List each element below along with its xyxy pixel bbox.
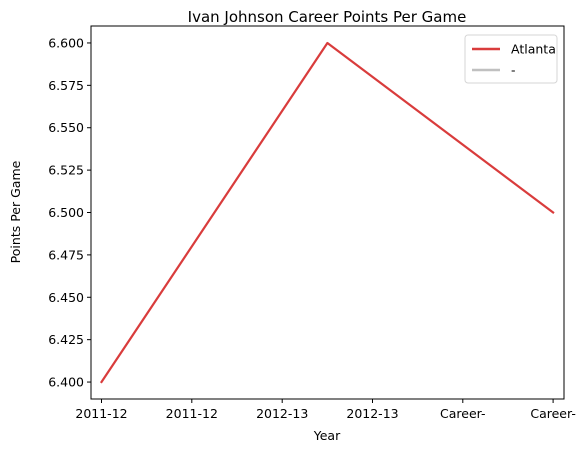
x-tick-label: Career- [440, 406, 485, 421]
x-tick-label: 2012-13 [346, 406, 398, 421]
y-tick-label: 6.575 [48, 78, 84, 93]
chart-title: Ivan Johnson Career Points Per Game [188, 8, 467, 26]
y-tick-label: 6.425 [48, 332, 84, 347]
legend-label: Atlanta [511, 42, 556, 57]
legend: Atlanta - [464, 34, 558, 84]
y-tick-label: 6.550 [48, 120, 84, 135]
y-tick-label: 6.600 [48, 35, 84, 50]
y-axis-title: Points Per Game [8, 160, 23, 263]
x-tick-label: Career- [530, 406, 575, 421]
x-axis-ticks: 2011-12 2011-12 2012-13 2012-13 Career- Caree… [75, 399, 576, 421]
y-tick-label: 6.475 [48, 247, 84, 262]
x-axis-title: Year [313, 428, 341, 443]
y-tick-label: 6.500 [48, 205, 84, 220]
y-tick-label: 6.525 [48, 163, 84, 178]
x-tick-label: 2012-13 [256, 406, 308, 421]
x-tick-label: 2011-12 [75, 406, 127, 421]
y-tick-label: 6.450 [48, 290, 84, 305]
legend-label: - [511, 63, 516, 78]
y-axis-ticks: 6.400 6.425 6.450 6.475 6.500 6.525 6.550 6.575… [48, 35, 91, 390]
y-tick-label: 6.400 [48, 375, 84, 390]
x-tick-label: 2011-12 [166, 406, 218, 421]
series-layer [99, 41, 555, 384]
series-line-atlanta [99, 41, 555, 384]
